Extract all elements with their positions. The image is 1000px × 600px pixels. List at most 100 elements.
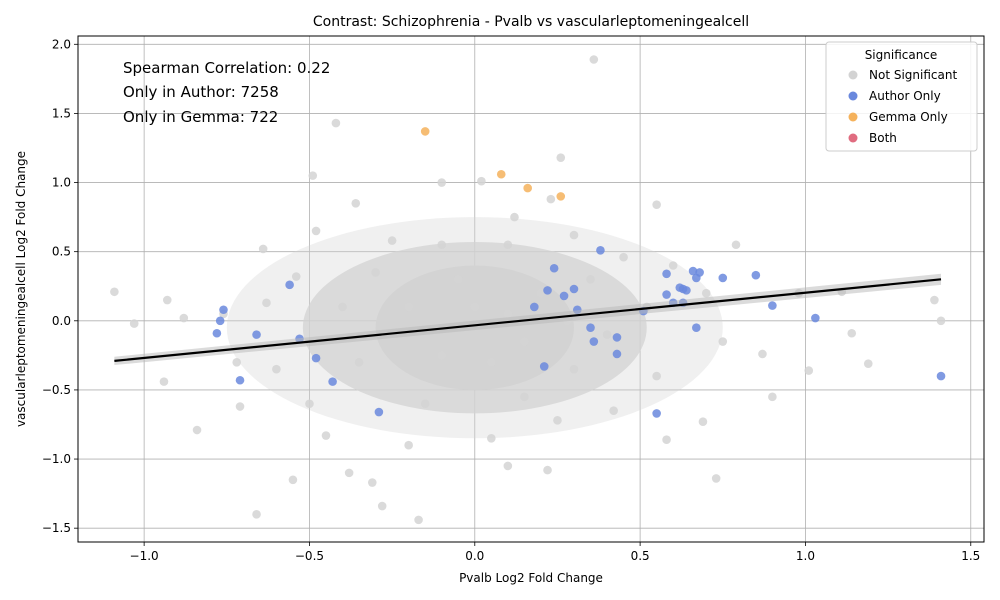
legend-box bbox=[825, 41, 978, 152]
point-author-only bbox=[235, 375, 245, 385]
point-author-only bbox=[530, 302, 539, 312]
point-not-significant bbox=[668, 261, 678, 270]
point-author-only bbox=[311, 353, 321, 363]
point-not-significant bbox=[652, 200, 661, 209]
point-author-only bbox=[612, 333, 622, 342]
y-tick-label: 0.0 bbox=[52, 314, 71, 328]
axis-ticks: −1.0 −0.5 0.0 0.5 1.0 1.5 −1.5 −1.0 −0.5 0.0 0.5 1.… bbox=[42, 37, 980, 563]
point-author-only bbox=[682, 286, 691, 295]
point-not-significant bbox=[711, 474, 721, 483]
x-tick-label: 0.0 bbox=[465, 549, 484, 563]
point-author-only bbox=[811, 313, 820, 323]
point-not-significant bbox=[543, 465, 552, 475]
x-tick-label: 1.0 bbox=[796, 549, 815, 563]
x-tick-label: 1.5 bbox=[961, 549, 980, 563]
y-tick-label: −1.0 bbox=[42, 452, 71, 466]
point-not-significant bbox=[546, 194, 556, 204]
point-not-significant bbox=[556, 153, 566, 162]
point-not-significant bbox=[586, 275, 595, 284]
point-not-significant bbox=[662, 435, 671, 444]
legend-marker-not-significant bbox=[848, 70, 858, 80]
point-not-significant bbox=[129, 319, 139, 328]
point-not-significant bbox=[331, 118, 341, 128]
legend-label-not-significant: Not Significant bbox=[869, 68, 957, 82]
point-not-significant bbox=[536, 288, 546, 298]
point-not-significant bbox=[159, 377, 169, 386]
legend-label-author-only: Author Only bbox=[869, 89, 941, 103]
stats-annotations: Spearman Correlation: 0.22 Only in Autho… bbox=[123, 59, 330, 126]
point-not-significant bbox=[847, 328, 857, 338]
point-not-significant bbox=[731, 240, 741, 250]
legend-marker-both bbox=[848, 133, 858, 143]
point-not-significant bbox=[701, 288, 711, 298]
point-not-significant bbox=[510, 212, 519, 222]
point-not-significant bbox=[437, 351, 447, 360]
point-not-significant bbox=[602, 330, 612, 339]
point-not-significant bbox=[437, 178, 447, 187]
point-author-only bbox=[692, 323, 701, 333]
legend-title: Significance bbox=[865, 48, 938, 62]
y-axis-label: vascularleptomeningealcell Log2 Fold Cha… bbox=[14, 151, 28, 427]
point-not-significant bbox=[487, 357, 496, 367]
point-not-significant bbox=[321, 431, 331, 440]
point-author-only bbox=[695, 268, 704, 277]
point-not-significant bbox=[162, 295, 172, 305]
point-author-only bbox=[718, 273, 728, 283]
point-not-significant bbox=[520, 392, 529, 402]
point-author-only bbox=[328, 377, 337, 386]
point-not-significant bbox=[569, 364, 579, 374]
point-author-only bbox=[596, 245, 605, 255]
point-not-significant bbox=[437, 240, 447, 250]
plot-frame bbox=[77, 35, 985, 543]
point-gemma-only bbox=[420, 127, 430, 136]
point-not-significant bbox=[487, 434, 496, 443]
point-not-significant bbox=[291, 272, 301, 281]
point-not-significant bbox=[354, 357, 364, 367]
point-author-only bbox=[549, 263, 559, 273]
point-not-significant bbox=[414, 515, 423, 525]
point-author-only bbox=[586, 323, 595, 333]
point-not-significant bbox=[404, 440, 413, 450]
point-not-significant bbox=[344, 468, 354, 478]
annotation-author-count: Only in Author: 7258 bbox=[123, 83, 279, 101]
point-not-significant bbox=[503, 461, 513, 471]
point-author-only bbox=[559, 291, 569, 301]
point-not-significant bbox=[804, 366, 814, 375]
point-not-significant bbox=[768, 392, 777, 402]
point-not-significant bbox=[192, 425, 202, 435]
point-author-only bbox=[612, 349, 622, 359]
legend-label-both: Both bbox=[869, 131, 897, 145]
point-not-significant bbox=[252, 510, 261, 519]
point-gemma-only bbox=[556, 192, 566, 201]
point-not-significant bbox=[470, 302, 480, 312]
y-tick-label: −0.5 bbox=[42, 383, 71, 397]
point-not-significant bbox=[453, 275, 463, 284]
point-author-only bbox=[215, 316, 225, 326]
y-tick-label: 2.0 bbox=[52, 37, 71, 51]
point-author-only bbox=[662, 269, 671, 279]
y-tick-label: 0.5 bbox=[52, 245, 71, 259]
point-gemma-only bbox=[523, 183, 532, 193]
point-not-significant bbox=[609, 406, 618, 415]
point-not-significant bbox=[387, 236, 397, 245]
point-author-only bbox=[652, 409, 661, 418]
x-tick-label: −1.0 bbox=[130, 549, 159, 563]
point-not-significant bbox=[698, 417, 708, 427]
point-author-only bbox=[212, 328, 222, 338]
point-not-significant bbox=[110, 287, 119, 297]
point-author-only bbox=[285, 280, 294, 290]
x-axis-label: Pvalb Log2 Fold Change bbox=[459, 571, 603, 585]
point-not-significant bbox=[404, 302, 413, 312]
point-not-significant bbox=[308, 171, 318, 180]
point-not-significant bbox=[262, 298, 271, 308]
point-author-only bbox=[688, 266, 698, 276]
legend: Significance Not Significant Author Only… bbox=[825, 41, 978, 152]
point-author-only bbox=[374, 407, 384, 417]
point-not-significant bbox=[258, 244, 268, 254]
regression-line-group bbox=[114, 273, 942, 366]
point-not-significant bbox=[520, 337, 529, 346]
point-author-only bbox=[219, 305, 228, 315]
y-tick-label: 1.5 bbox=[52, 106, 71, 120]
point-author-only bbox=[662, 290, 671, 299]
